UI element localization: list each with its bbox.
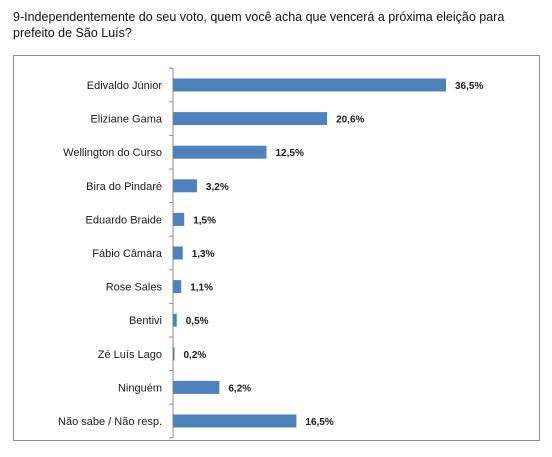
value-label: 36,5% (455, 81, 483, 92)
bar (173, 179, 197, 193)
bar (173, 145, 267, 159)
value-label: 0,5% (186, 316, 209, 327)
value-label: 1,1% (190, 283, 213, 294)
bar (173, 347, 175, 361)
question-title: 9-Independentemente do seu voto, quem vo… (13, 10, 505, 40)
category-label: Zé Luís Lago (98, 349, 162, 361)
bar (173, 212, 185, 226)
category-label: Bira do Pindaré (86, 181, 162, 193)
bar (173, 313, 177, 327)
value-label: 12,5% (275, 148, 303, 159)
value-label: 1,3% (192, 249, 215, 260)
category-label: Eduardo Braide (86, 214, 162, 226)
category-label: Bentivi (129, 315, 162, 327)
bar (173, 112, 328, 126)
bar (173, 78, 446, 92)
category-label: Wellington do Curso (63, 147, 162, 159)
bar (173, 414, 297, 428)
category-label: Ninguém (118, 382, 162, 394)
category-label: Edivaldo Júnior (87, 80, 163, 92)
value-label: 16,5% (305, 417, 333, 428)
value-label: 6,2% (228, 383, 251, 394)
bar (173, 280, 182, 294)
bar (173, 380, 220, 394)
category-label: Rose Sales (106, 282, 163, 294)
category-label: Fábio Câmara (92, 248, 163, 260)
value-label: 0,2% (184, 350, 207, 361)
value-label: 3,2% (206, 182, 229, 193)
value-label: 1,5% (193, 215, 216, 226)
value-label: 20,6% (336, 115, 364, 126)
category-label: Eliziane Gama (90, 114, 162, 126)
bar (173, 246, 183, 260)
category-label: Não sabe / Não resp. (58, 416, 162, 428)
